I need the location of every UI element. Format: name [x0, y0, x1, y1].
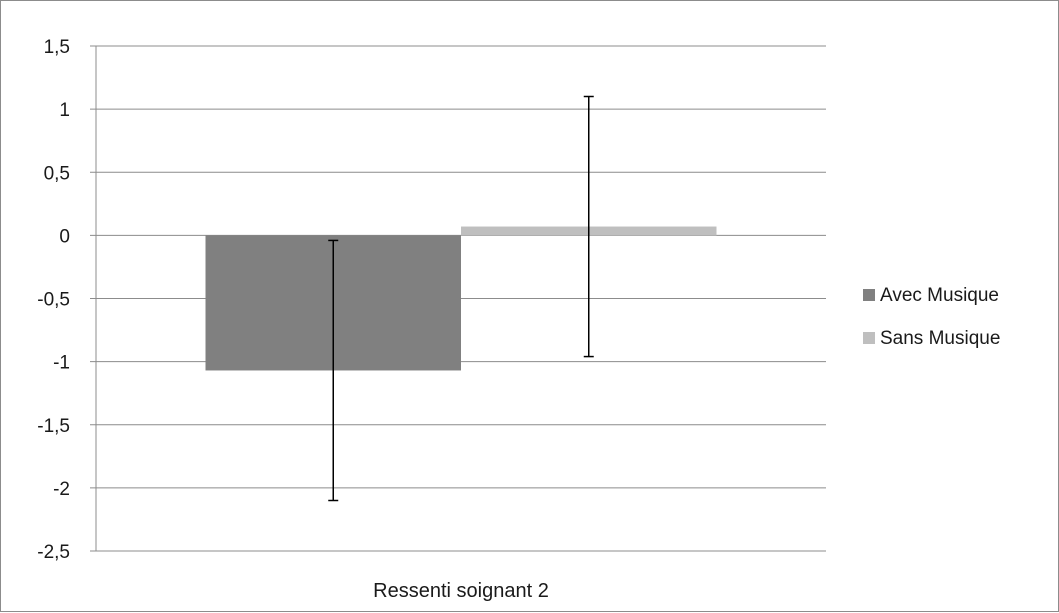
legend-label-avec-musique: Avec Musique: [880, 285, 999, 306]
x-category-label: Ressenti soignant 2: [373, 580, 549, 602]
y-tick-label: -1,5: [37, 416, 70, 437]
y-tick-label: 1,5: [44, 37, 70, 58]
y-tick-label: -2,5: [37, 542, 70, 563]
y-tick-label: -2: [53, 479, 70, 500]
y-tick-label: 0: [59, 226, 70, 247]
x-axis: Ressenti soignant 2: [373, 580, 549, 602]
y-tick-label: -1: [53, 353, 70, 374]
y-tick-label: 0,5: [44, 163, 70, 184]
y-tick-label: -0,5: [37, 290, 70, 311]
legend-swatch-sans-musique: [863, 332, 875, 344]
legend-swatch-avec-musique: [863, 289, 875, 301]
y-axis-tick-labels: 1,5 1 0,5 0 -0,5 -1 -1,5 -2 -2,5: [37, 37, 70, 563]
legend: Avec Musique Sans Musique: [863, 285, 1000, 349]
legend-label-sans-musique: Sans Musique: [880, 328, 1000, 349]
error-bars: [328, 95, 594, 502]
y-tick-label: 1: [59, 100, 70, 121]
